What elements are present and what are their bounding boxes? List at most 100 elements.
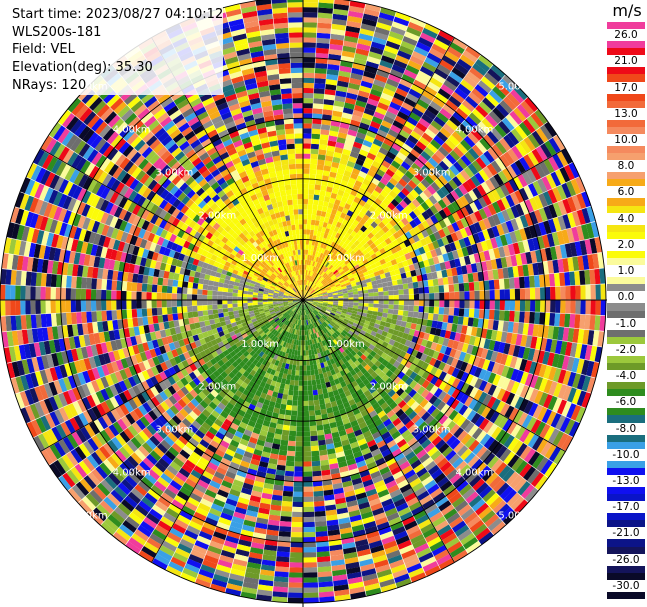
velocity-gate: [527, 348, 536, 361]
velocity-gate: [594, 268, 601, 285]
velocity-gate: [303, 290, 306, 296]
velocity-gate: [574, 314, 581, 329]
velocity-gate: [438, 30, 454, 42]
velocity-gate: [325, 256, 331, 262]
velocity-gate: [488, 309, 495, 320]
velocity-gate: [303, 436, 311, 442]
velocity-gate: [444, 537, 460, 549]
velocity-gate: [305, 345, 309, 351]
velocity-gate: [321, 226, 327, 233]
velocity-gate: [496, 364, 505, 376]
velocity-gate: [315, 267, 319, 273]
velocity-gate: [278, 454, 287, 461]
velocity-gate: [469, 291, 475, 300]
velocity-gate: [319, 139, 328, 146]
velocity-gate: [309, 173, 316, 180]
velocity-gate: [347, 241, 354, 248]
velocity-gate: [432, 256, 440, 265]
velocity-gate: [444, 330, 452, 339]
velocity-gate: [373, 323, 380, 329]
velocity-gate: [373, 239, 381, 247]
velocity-gate: [474, 172, 485, 185]
velocity-gate: [348, 256, 354, 262]
velocity-gate: [391, 493, 404, 503]
velocity-gate: [540, 143, 552, 159]
velocity-gate: [306, 303, 310, 309]
velocity-gate: [407, 60, 422, 71]
velocity-gate: [303, 204, 308, 210]
velocity-gate: [341, 345, 347, 351]
velocity-gate: [342, 274, 348, 280]
velocity-gate: [312, 296, 318, 299]
velocity-gate: [527, 323, 534, 336]
velocity-gate: [348, 330, 354, 336]
velocity-gate: [416, 547, 432, 559]
velocity-gate: [438, 160, 450, 172]
velocity-gate: [519, 445, 532, 460]
velocity-gate: [478, 101, 492, 114]
velocity-gate: [381, 316, 387, 322]
velocity-gate: [344, 30, 360, 39]
velocity-gate: [307, 295, 313, 299]
velocity-gate: [303, 370, 307, 376]
velocity-gate: [506, 207, 515, 220]
velocity-gate: [522, 323, 529, 336]
velocity-gate: [371, 160, 381, 169]
velocity-gate: [372, 36, 387, 46]
velocity-gate: [576, 374, 586, 390]
velocity-gate: [358, 421, 368, 430]
velocity-gate: [381, 471, 393, 480]
velocity-gate: [462, 181, 473, 193]
velocity-gate: [559, 417, 571, 433]
velocity-gate: [438, 442, 450, 454]
velocity-gate: [466, 264, 473, 274]
velocity-gate: [289, 430, 297, 437]
velocity-gate: [392, 568, 408, 579]
velocity-gate: [449, 423, 460, 435]
velocity-gate: [571, 357, 580, 373]
velocity-gate: [303, 17, 318, 23]
velocity-gate: [366, 281, 373, 287]
velocity-gate: [572, 328, 580, 343]
velocity-gate: [359, 276, 366, 282]
velocity-gate: [491, 188, 501, 201]
velocity-gate: [361, 312, 368, 317]
velocity-gate: [365, 278, 372, 283]
velocity-gate: [306, 293, 311, 297]
velocity-gate: [459, 195, 469, 207]
velocity-gate: [293, 481, 303, 487]
velocity-gate: [328, 176, 336, 183]
velocity-gate: [362, 309, 368, 314]
velocity-gate: [359, 85, 372, 94]
velocity-gate: [414, 417, 425, 428]
velocity-gate: [336, 328, 343, 334]
velocity-gate: [357, 270, 363, 276]
velocity-gate: [369, 46, 384, 55]
velocity-gate: [296, 431, 303, 437]
velocity-gate: [544, 140, 557, 156]
velocity-gate: [332, 110, 343, 118]
velocity-gate: [324, 283, 330, 288]
velocity-gate: [496, 224, 505, 236]
velocity-gate: [493, 173, 504, 186]
velocity-gate: [367, 325, 374, 331]
velocity-gate: [482, 166, 494, 179]
velocity-gate: [335, 283, 341, 288]
velocity-gate: [303, 380, 308, 386]
velocity-gate: [509, 474, 523, 489]
velocity-gate: [497, 170, 509, 184]
velocity-gate: [355, 158, 365, 167]
velocity-gate: [490, 351, 499, 362]
velocity-gate: [404, 205, 413, 214]
velocity-gate: [582, 329, 590, 345]
velocity-gate: [313, 485, 324, 492]
velocity-gate: [387, 265, 395, 272]
velocity-gate: [485, 408, 496, 421]
velocity-gate: [508, 277, 515, 289]
velocity-gate: [331, 363, 338, 370]
velocity-gate: [332, 294, 339, 297]
velocity-gate: [380, 402, 389, 411]
velocity-gate: [361, 18, 377, 27]
velocity-gate: [562, 258, 570, 272]
velocity-gate: [287, 445, 296, 452]
